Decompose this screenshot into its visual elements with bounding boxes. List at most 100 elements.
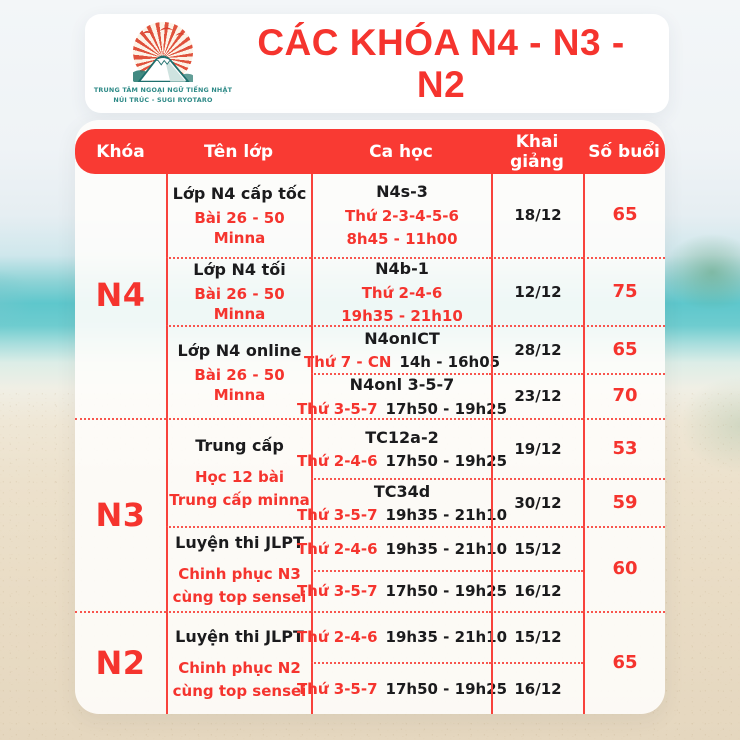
start-date: 23/12 xyxy=(514,387,562,406)
class-subtitle: cùng top sensei xyxy=(172,681,307,700)
class-code: N4onICT xyxy=(364,328,440,348)
schedule-table-card: Khóa Tên lớp Ca học Khai giảng Số buổi N… xyxy=(75,120,665,714)
session-time: 19h35 - 21h10 xyxy=(385,539,508,558)
page-title: CÁC KHÓA N4 - N3 - N2 xyxy=(257,21,625,105)
start-date-cell: 15/12 xyxy=(491,526,583,570)
session-count-cell: 60 xyxy=(583,526,665,611)
column-header-khoa: Khóa xyxy=(96,141,145,162)
session-days: Thứ 2-3-4-5-6 xyxy=(345,207,459,226)
session-time: 17h50 - 19h25 xyxy=(385,679,508,698)
session-days: Thứ 3-5-7 xyxy=(296,679,378,698)
session-days: Thứ 2-4-6 xyxy=(296,539,378,558)
session-time: 8h45 - 11h00 xyxy=(346,230,458,249)
session-count: 70 xyxy=(612,385,638,407)
column-header-ca-hoc: Ca học xyxy=(369,141,433,162)
khoa-n3-label: N3 xyxy=(95,495,146,534)
khoa-n4-cell: N4 xyxy=(75,174,166,418)
start-date: 12/12 xyxy=(514,282,562,301)
start-date-cell: 30/12 xyxy=(491,478,583,526)
start-date-cell: 19/12 xyxy=(491,418,583,478)
session-days: Thứ 3-5-7 xyxy=(296,399,378,418)
session-count: 60 xyxy=(612,558,638,580)
session-time: 17h50 - 19h25 xyxy=(385,582,508,601)
session-days: Thứ 2-4-6 xyxy=(296,628,378,647)
session-time: 17h50 - 19h25 xyxy=(385,452,508,471)
sun-mountain-emblem-icon xyxy=(132,21,194,82)
class-code: N4s-3 xyxy=(376,182,428,202)
class-name: Lớp N4 cấp tốc xyxy=(172,183,307,203)
class-code: N4onl 3-5-7 xyxy=(349,375,455,395)
fuji-mountain-icon xyxy=(133,55,193,82)
khoa-n2-cell: N2 xyxy=(75,611,166,714)
header-card: TRUNG TÂM NGOẠI NGỮ TIẾNG NHẬT NÚI TRÚC … xyxy=(85,14,669,113)
session-days: Thứ 2-4-6 xyxy=(296,452,378,471)
start-date: 15/12 xyxy=(514,628,562,647)
logo-text-line1: TRUNG TÂM NGOẠI NGỮ TIẾNG NHẬT xyxy=(93,85,233,94)
table-header-row: Khóa Tên lớp Ca học Khai giảng Số buổi xyxy=(75,129,665,174)
session-time: 19h35 - 21h10 xyxy=(385,628,508,647)
class-subtitle: cùng top sensei xyxy=(172,587,307,606)
start-date: 15/12 xyxy=(514,539,562,558)
start-date: 28/12 xyxy=(514,340,562,359)
session-cell: N4b-1 Thứ 2-4-6 19h35 - 21h10 xyxy=(311,257,491,325)
session-days: Thứ 2-4-6 xyxy=(361,283,443,302)
table-body: N4 N3 N2 Lớp N4 cấp tốc Bài 26 - 50 Minn… xyxy=(75,174,665,714)
logo-text: TRUNG TÂM NGOẠI NGỮ TIẾNG NHẬT NÚI TRÚC … xyxy=(94,86,232,105)
class-subtitle: Học 12 bài xyxy=(194,468,285,487)
start-date: 30/12 xyxy=(514,493,562,512)
session-count-cell: 53 xyxy=(583,418,665,478)
class-subtitle: Bài 26 - 50 Minna xyxy=(194,365,285,404)
session-cell: Thứ 3-5-7 17h50 - 19h25 xyxy=(297,662,507,714)
session-count-cell: 70 xyxy=(583,373,665,418)
session-days: Thứ 3-5-7 xyxy=(296,582,378,601)
khoa-n3-cell: N3 xyxy=(75,418,166,611)
session-count-cell: 59 xyxy=(583,478,665,526)
class-name: Trung cấp xyxy=(195,436,284,456)
session-time: 19h35 - 21h10 xyxy=(385,506,508,525)
session-days: Thứ 7 - CN xyxy=(303,353,392,372)
start-date: 16/12 xyxy=(514,582,562,601)
class-name-cell: Lớp N4 cấp tốc Bài 26 - 50 Minna xyxy=(166,174,311,257)
session-cell: N4onl 3-5-7 Thứ 3-5-7 17h50 - 19h25 xyxy=(297,373,507,418)
start-date-cell: 16/12 xyxy=(491,662,583,714)
column-header-so-buoi: Số buổi xyxy=(588,141,660,162)
class-name: Luyện thi JLPT xyxy=(175,532,304,552)
class-subtitle: Chinh phục N3 xyxy=(178,564,301,583)
session-count: 65 xyxy=(612,338,638,360)
session-count: 53 xyxy=(612,437,638,459)
session-count: 59 xyxy=(612,491,638,513)
column-header-khai-giang: Khai giảng xyxy=(510,131,564,172)
class-subtitle: Bài 26 - 50 Minna xyxy=(194,285,285,324)
khoa-n2-label: N2 xyxy=(95,643,146,682)
class-code: TC12a-2 xyxy=(365,427,439,447)
session-count: 75 xyxy=(612,280,638,302)
session-cell: Thứ 2-4-6 19h35 - 21h10 xyxy=(297,611,507,662)
class-subtitle: Chinh phục N2 xyxy=(178,658,301,677)
class-subtitle: Bài 26 - 50 Minna xyxy=(194,208,285,247)
session-cell: TC34d Thứ 3-5-7 19h35 - 21h10 xyxy=(297,478,507,526)
start-date-cell: 15/12 xyxy=(491,611,583,662)
start-date-cell: 18/12 xyxy=(491,174,583,257)
session-cell: Thứ 2-4-6 19h35 - 21h10 xyxy=(297,526,507,570)
session-cell: Thứ 3-5-7 17h50 - 19h25 xyxy=(297,570,507,611)
logo-text-line2: NÚI TRÚC - SUGI RYOTARO xyxy=(113,95,213,104)
session-count-cell: 65 xyxy=(583,325,665,373)
start-date: 19/12 xyxy=(514,439,562,458)
start-date: 18/12 xyxy=(514,206,562,225)
class-name: Lớp N4 tối xyxy=(193,260,286,280)
session-count-cell: 75 xyxy=(583,257,665,325)
column-header-ten-lop: Tên lớp xyxy=(203,141,274,162)
session-count-cell: 65 xyxy=(583,611,665,714)
start-date-cell: 16/12 xyxy=(491,570,583,611)
khoa-n4-label: N4 xyxy=(95,276,146,315)
session-cell: N4onICT Thứ 7 - CN 14h - 16h05 xyxy=(304,325,500,373)
session-cell: TC12a-2 Thứ 2-4-6 17h50 - 19h25 xyxy=(297,418,507,478)
session-count: 65 xyxy=(612,204,638,226)
class-name-cell: Luyện thi JLPT Chinh phục N2 cùng top se… xyxy=(166,611,311,714)
class-subtitle: Trung cấp minna xyxy=(169,491,310,510)
session-cell: N4s-3 Thứ 2-3-4-5-6 8h45 - 11h00 xyxy=(311,174,491,257)
class-name-cell: Trung cấp Học 12 bài Trung cấp minna xyxy=(166,418,311,526)
class-code: N4b-1 xyxy=(375,258,429,278)
class-code: TC34d xyxy=(373,481,431,501)
class-name: Luyện thi JLPT xyxy=(175,626,304,646)
